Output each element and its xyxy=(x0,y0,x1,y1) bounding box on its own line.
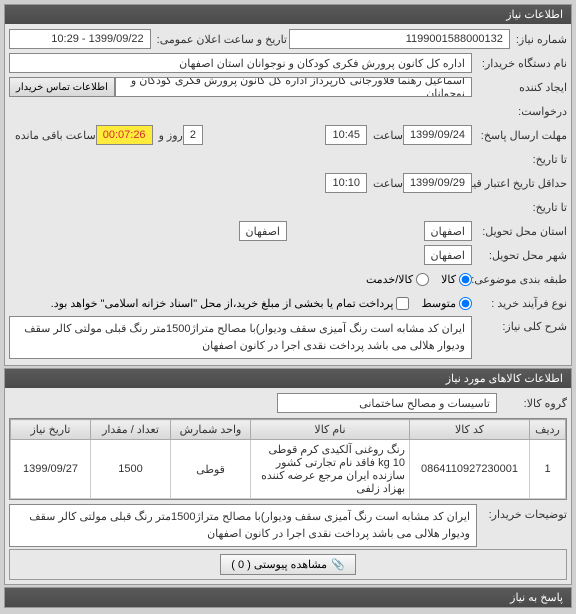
cell-idx: 1 xyxy=(530,440,566,499)
delivery-city-label: استان محل تحویل: xyxy=(472,225,567,238)
pay-label: تا تاریخ: xyxy=(472,201,567,214)
countdown-timer: 00:07:26 xyxy=(96,125,153,145)
th-row: ردیف xyxy=(530,420,566,440)
group-value: تاسیسات و مصالح ساختمانی xyxy=(277,393,497,413)
cell-unit: قوطی xyxy=(171,440,251,499)
delivery-city: اصفهان xyxy=(424,221,472,241)
reply-panel: پاسخ به نیاز xyxy=(4,587,572,608)
request-no-value: 1199001588000132 xyxy=(289,29,510,49)
panel-body: شماره نیاز: 1199001588000132 تاریخ و ساع… xyxy=(5,24,571,365)
remain-label: ساعت باقی مانده xyxy=(9,129,96,142)
deadline-date: 1399/09/24 xyxy=(403,125,472,145)
org-value: اداره کل کانون پرورش فکری کودکان و نوجوا… xyxy=(9,53,472,73)
deadline-time: 10:45 xyxy=(325,125,367,145)
min-valid-label: حداقل تاریخ اعتبار قیمت: xyxy=(472,177,567,190)
min-valid-date: 1399/09/29 xyxy=(403,173,472,193)
cat-radio-input-1[interactable] xyxy=(459,273,472,286)
deadline-label: مهلت ارسال پاسخ: xyxy=(472,129,567,142)
process-check-input-2[interactable] xyxy=(396,297,409,310)
budget-city: اصفهان xyxy=(424,245,472,265)
org-label: نام دستگاه خریدار: xyxy=(472,57,567,70)
goods-table: ردیف کد کالا نام کالا واحد شمارش تعداد /… xyxy=(9,418,567,500)
th-code: کد کالا xyxy=(410,420,530,440)
min-valid-time: 10:10 xyxy=(325,173,367,193)
time-label-2: ساعت xyxy=(367,177,403,190)
panel2-title: اطلاعات کالاهای مورد نیاز xyxy=(5,369,571,388)
cell-qty: 1500 xyxy=(91,440,171,499)
desc-value: ایران کد مشابه است رنگ آمیزی سقف ودیوار)… xyxy=(9,316,472,359)
contact-button[interactable]: اطلاعات تماس خریدار xyxy=(9,77,115,97)
need-info-panel: اطلاعات نیاز شماره نیاز: 119900158800013… xyxy=(4,4,572,366)
extra-value: ایران کد مشابه است رنگ آمیزی سقف ودیوار)… xyxy=(9,504,477,547)
th-qty: تعداد / مقدار xyxy=(91,420,171,440)
table-header-row: ردیف کد کالا نام کالا واحد شمارش تعداد /… xyxy=(11,420,566,440)
goods-info-panel: اطلاعات کالاهای مورد نیاز گروه کالا: تاس… xyxy=(4,368,572,585)
th-name: نام کالا xyxy=(251,420,410,440)
attachment-bar: 📎 مشاهده پیوستی ( 0 ) xyxy=(9,549,567,580)
process-label: نوع فرآیند خرید : xyxy=(472,297,567,310)
process-radio-group: متوسط پرداخت تمام یا بخشی از مبلغ خرید،ا… xyxy=(51,297,472,310)
process-radio-input-1[interactable] xyxy=(459,297,472,310)
cat-label: طبقه بندی موضوعی: xyxy=(472,273,567,286)
cell-code: 0864110927230001 xyxy=(410,440,530,499)
request-no-label: شماره نیاز: xyxy=(510,33,567,46)
announce-value: 1399/09/22 - 10:29 xyxy=(9,29,151,49)
dropdown-city: اصفهان xyxy=(239,221,287,241)
cat-radio-input-2[interactable] xyxy=(416,273,429,286)
view-attachment-button[interactable]: 📎 مشاهده پیوستی ( 0 ) xyxy=(220,554,356,575)
category-radio-group: کالا کالا/خدمت xyxy=(366,273,472,286)
announce-label: تاریخ و ساعت اعلان عمومی: xyxy=(151,33,287,46)
table-row: 1 0864110927230001 رنگ روغنی آلکیدی کرم … xyxy=(11,440,566,499)
request-label: درخواست: xyxy=(472,105,567,118)
process-radio-1[interactable]: متوسط xyxy=(421,297,472,310)
th-unit: واحد شمارش xyxy=(171,420,251,440)
budget-city-label: شهر محل تحویل: xyxy=(472,249,567,262)
to-date-label: تا تاریخ: xyxy=(472,153,567,166)
panel3-title: پاسخ به نیاز xyxy=(5,588,571,607)
cell-name: رنگ روغنی آلکیدی کرم قوطی kg 10 فاقد نام… xyxy=(251,440,410,499)
panel2-body: گروه کالا: تاسیسات و مصالح ساختمانی ردیف… xyxy=(5,388,571,584)
day-value: 2 xyxy=(183,125,203,145)
day-label: روز و xyxy=(153,129,183,142)
process-radio-label-2: پرداخت تمام یا بخشی از مبلغ خرید،از محل … xyxy=(51,297,394,310)
group-label: گروه کالا: xyxy=(497,397,567,410)
desc-label: شرح کلی نیاز: xyxy=(472,316,567,333)
process-radio-label-1: متوسط xyxy=(421,297,456,310)
attach-btn-label: مشاهده پیوستی ( 0 ) xyxy=(231,558,327,571)
cat-radio-1[interactable]: کالا xyxy=(441,273,472,286)
cat-radio-label-2: کالا/خدمت xyxy=(366,273,413,286)
time-label-1: ساعت xyxy=(367,129,403,142)
creator-label: ایجاد کننده xyxy=(472,81,567,94)
cell-date: 1399/09/27 xyxy=(11,440,91,499)
th-date: تاریخ نیاز xyxy=(11,420,91,440)
creator-value: اسماعیل رهنما فلاورجانی کارپرداز اداره ک… xyxy=(115,77,472,97)
extra-label: توضیحات خریدار: xyxy=(477,504,567,521)
panel-title: اطلاعات نیاز xyxy=(5,5,571,24)
cat-radio-label-1: کالا xyxy=(441,273,456,286)
attach-icon: 📎 xyxy=(331,558,345,571)
process-radio-2[interactable]: پرداخت تمام یا بخشی از مبلغ خرید،از محل … xyxy=(51,297,410,310)
cat-radio-2[interactable]: کالا/خدمت xyxy=(366,273,429,286)
